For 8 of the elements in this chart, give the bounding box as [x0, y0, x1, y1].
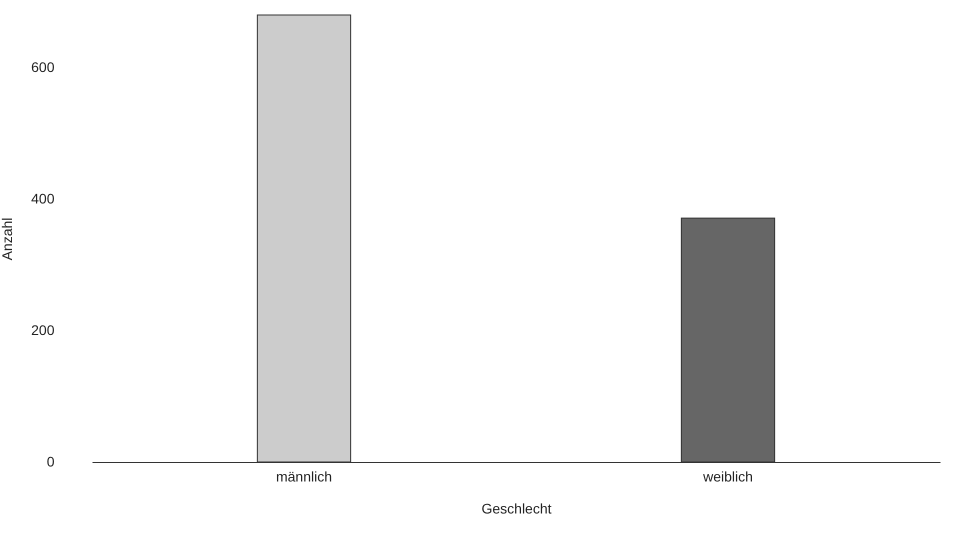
y-axis-title: Anzahl: [0, 218, 16, 260]
x-axis-title: Geschlecht: [481, 500, 552, 516]
y-tick-label: 600: [31, 59, 55, 76]
y-tick-label: 0: [46, 454, 55, 470]
y-tick-label: 200: [31, 322, 55, 338]
x-tick-label: männlich: [276, 468, 332, 484]
x-tick-label: weiblich: [702, 468, 753, 484]
y-tick-label: 400: [31, 190, 55, 207]
